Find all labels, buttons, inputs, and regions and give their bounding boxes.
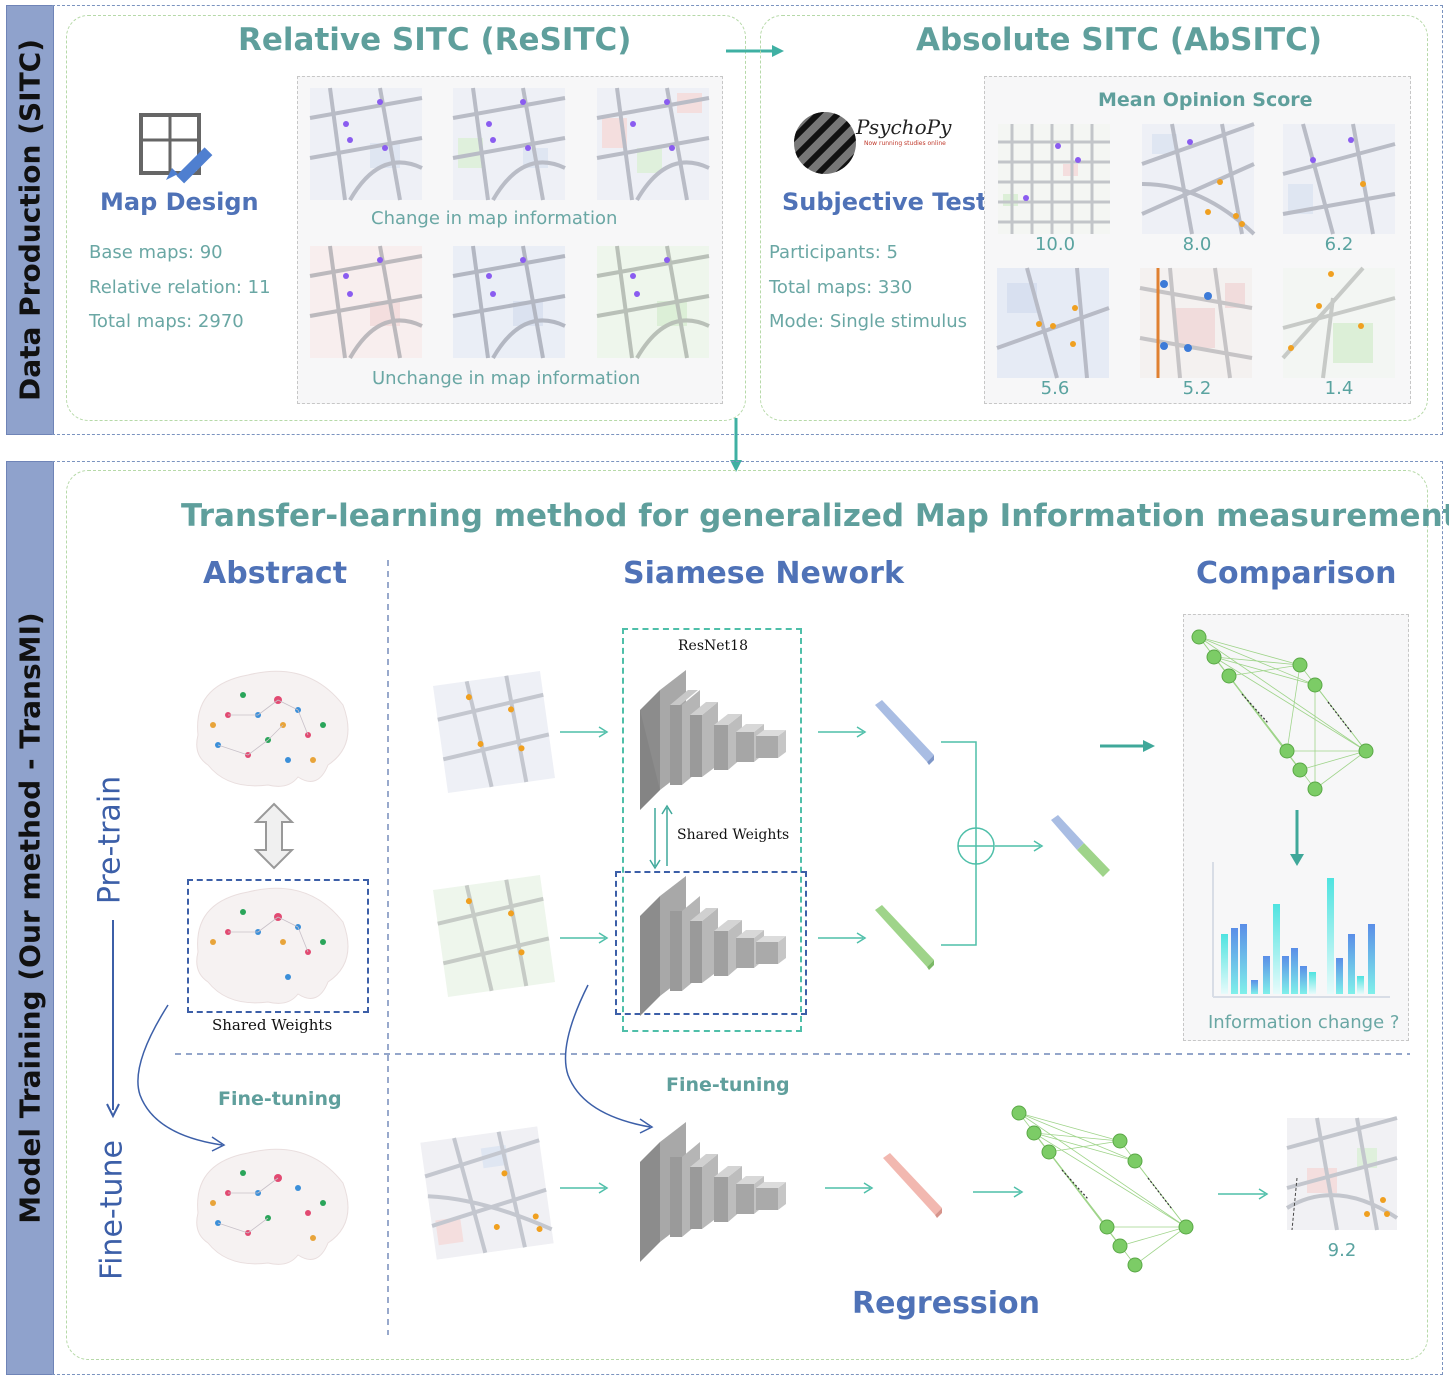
data-production-sidebar: Data Production (SITC) — [6, 5, 54, 435]
comparison-network-icon — [1191, 629, 1374, 797]
unchange-in-map-info-label: Unchange in map information — [372, 368, 641, 389]
abstract-title: Abstract — [203, 556, 348, 591]
abstract-shared-weights-label: Shared Weights — [212, 1016, 333, 1034]
mos-score-3: 6.2 — [1324, 234, 1354, 255]
arrow-top-to-bottom — [730, 418, 742, 472]
abstract-finetuning-label: Fine-tuning — [218, 1088, 342, 1110]
cnn-block-bottom — [640, 876, 786, 1016]
feature-vector-top — [875, 700, 934, 765]
finetune-label: Fine-tune — [94, 1140, 130, 1280]
brain-network-icon-top — [196, 670, 349, 787]
absitc-stat-mode: Mode: Single stimulus — [769, 311, 968, 332]
cnn-block-top — [640, 670, 786, 810]
model-training-label: Model Training (Our method - TransMI) — [13, 612, 47, 1224]
siamese-finetuning-label: Fine-tuning — [666, 1074, 790, 1096]
mos-score-1: 10.0 — [1034, 234, 1076, 255]
comparison-down-arrow — [1290, 810, 1304, 866]
arrow-resitc-to-absitc — [726, 45, 784, 57]
double-arrow-icon — [253, 802, 295, 870]
map-thumb-unchange-2 — [452, 245, 566, 360]
psychopy-logo-text: PsychoPy — [856, 115, 952, 139]
pretrain-to-finetune-arrow — [106, 920, 120, 1119]
section-dividers — [175, 560, 1410, 1335]
transmi-panel — [66, 470, 1428, 1360]
siamese-title: Siamese Nework — [623, 556, 904, 591]
psychopy-logo-icon — [794, 112, 856, 174]
regression-score: 9.2 — [1327, 1240, 1357, 1261]
input-map-top — [433, 671, 555, 793]
absitc-stat-total-maps: Total maps: 330 — [769, 277, 913, 298]
mos-map-2 — [1141, 122, 1256, 236]
shared-weights-double-arrow — [649, 804, 673, 870]
mos-map-6 — [1281, 266, 1396, 379]
resitc-stat-base-maps: Base maps: 90 — [89, 242, 223, 263]
input-map-bottom — [433, 875, 555, 997]
map-thumb-change-3 — [596, 87, 710, 202]
regression-title: Regression — [852, 1286, 1041, 1321]
map-thumb-unchange-1 — [309, 245, 423, 360]
cnn-block-regression — [640, 1122, 786, 1262]
mos-score-2: 8.0 — [1182, 234, 1212, 255]
map-thumb-change-2 — [452, 87, 566, 202]
mos-score-6: 1.4 — [1324, 378, 1354, 399]
map-thumb-unchange-3 — [596, 245, 710, 360]
information-change-label: Information change ? — [1208, 1012, 1400, 1033]
mos-map-1 — [998, 124, 1110, 234]
data-production-frame — [52, 5, 1443, 435]
mos-map-4 — [996, 267, 1110, 379]
resitc-stat-total-maps: Total maps: 2970 — [89, 311, 244, 332]
mos-title: Mean Opinion Score — [1098, 89, 1313, 111]
finetune-curve-arrow-center — [564, 984, 654, 1134]
mos-score-5: 5.2 — [1182, 378, 1212, 399]
subjective-test-label: Subjective Test — [782, 188, 988, 216]
resnet18-label: ResNet18 — [678, 638, 748, 654]
pretrain-label: Pre-train — [92, 775, 128, 905]
map-design-label: Map Design — [100, 188, 259, 216]
mos-map-3 — [1282, 123, 1396, 235]
shared-branch-box — [615, 871, 807, 1015]
feature-vector-bottom — [875, 905, 934, 970]
shared-weights-box — [187, 879, 369, 1013]
siamese-shared-weights-label: Shared Weights — [677, 827, 790, 843]
change-in-map-info-label: Change in map information — [371, 208, 618, 229]
brain-network-icon-shared — [196, 887, 349, 1004]
model-training-frame — [52, 461, 1443, 1375]
comparison-title: Comparison — [1196, 556, 1397, 591]
finetune-curve-arrow-left — [137, 1004, 226, 1152]
map-design-icon — [139, 113, 213, 184]
transmi-title: Transfer-learning method for generalized… — [181, 498, 1449, 534]
resnet18-frame — [622, 628, 802, 1032]
mos-score-4: 5.6 — [1040, 378, 1070, 399]
regression-output-map — [1285, 1116, 1399, 1231]
regression-input-map — [420, 1126, 554, 1260]
absitc-panel — [760, 15, 1428, 421]
absitc-stat-participants: Participants: 5 — [769, 242, 898, 263]
model-training-sidebar: Model Training (Our method - TransMI) — [6, 461, 54, 1375]
feature-vector-combined — [1051, 815, 1110, 877]
absitc-title: Absolute SITC (AbSITC) — [916, 22, 1323, 58]
brain-network-icon-finetune — [196, 1148, 349, 1265]
info-change-bar-chart — [1212, 862, 1390, 998]
siamese-flow-arrows — [560, 726, 1269, 1200]
resitc-title: Relative SITC (ReSITC) — [238, 22, 632, 58]
data-production-label: Data Production (SITC) — [13, 38, 47, 402]
map-thumb-change-1 — [309, 87, 423, 202]
mos-map-5 — [1139, 267, 1253, 379]
feature-vector-regression — [883, 1153, 942, 1218]
psychopy-logo-subtext: Now running studies online — [864, 140, 946, 147]
resitc-panel — [66, 15, 746, 421]
resitc-stat-relative-relation: Relative relation: 11 — [89, 277, 271, 298]
regression-network-icon — [1011, 1105, 1194, 1273]
